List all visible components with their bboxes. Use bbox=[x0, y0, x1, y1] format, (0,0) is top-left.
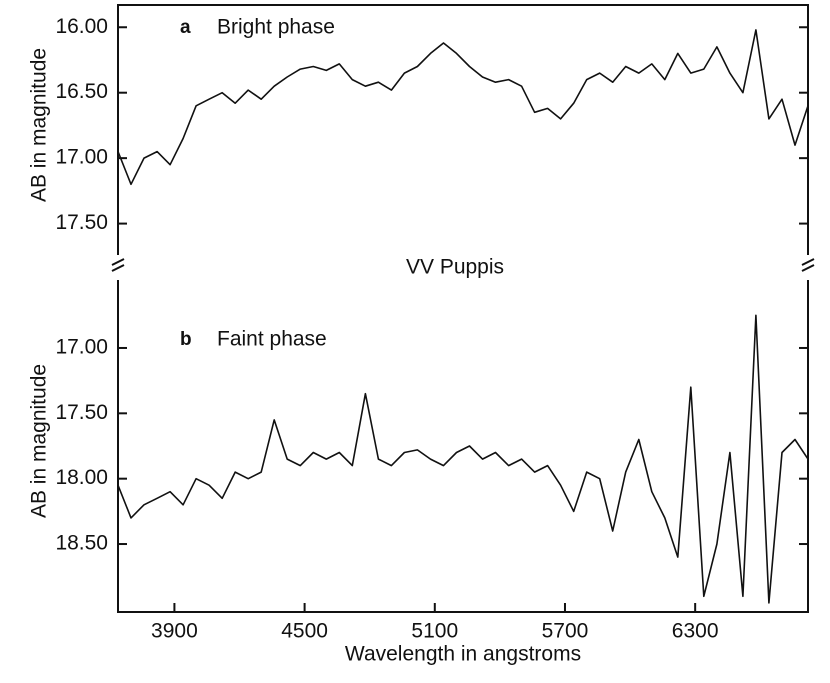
y-tick-label: 18.00 bbox=[55, 466, 108, 489]
panel-letter: b bbox=[180, 329, 192, 350]
y-axis-label: AB in magnitude bbox=[28, 48, 51, 202]
y-tick-label: 17.00 bbox=[55, 336, 108, 359]
x-tick-label: 5100 bbox=[411, 620, 458, 643]
y-axis-label: AB in magnitude bbox=[28, 364, 51, 518]
y-tick-label: 16.00 bbox=[55, 15, 108, 38]
y-tick-label: 17.50 bbox=[55, 211, 108, 234]
panel-letter: a bbox=[180, 17, 191, 38]
axis-break bbox=[111, 258, 815, 272]
axis-frame bbox=[117, 4, 809, 255]
x-axis-label: Wavelength in angstroms bbox=[345, 643, 581, 666]
y-tick-label: 16.50 bbox=[55, 80, 108, 103]
y-tick-label: 17.50 bbox=[55, 401, 108, 424]
spectrum-line bbox=[117, 314, 809, 604]
panel-subtitle: Faint phase bbox=[217, 328, 327, 351]
x-tick-label: 6300 bbox=[672, 620, 719, 643]
panel-subtitle: Bright phase bbox=[217, 16, 335, 39]
spectrum-line bbox=[117, 29, 809, 186]
x-tick-label: 3900 bbox=[151, 620, 198, 643]
y-tick-label: 18.50 bbox=[55, 532, 108, 555]
y-tick-label: 17.00 bbox=[55, 146, 108, 169]
x-tick-label: 5700 bbox=[542, 620, 589, 643]
axis-frame bbox=[117, 280, 809, 613]
chart-title: VV Puppis bbox=[406, 256, 504, 279]
x-tick-label: 4500 bbox=[281, 620, 328, 643]
